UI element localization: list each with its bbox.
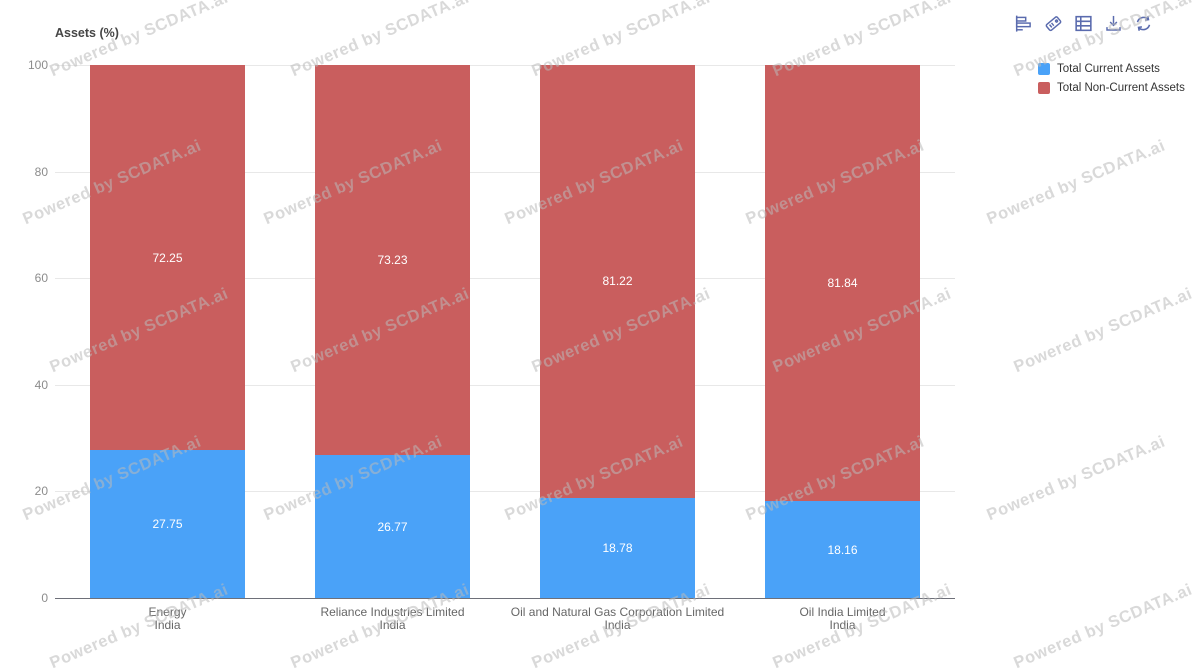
bar-value-label: 18.16 [827, 542, 858, 557]
legend-label: Total Non-Current Assets [1057, 82, 1185, 94]
bar-segment-current[interactable] [765, 501, 920, 598]
toolbar-button-save-as-image[interactable] [1103, 13, 1124, 34]
category-region: India [379, 618, 406, 632]
category-region: India [154, 618, 181, 632]
x-axis-category-label: Oil India Limited India [730, 606, 955, 632]
bar-segment-non-current[interactable] [765, 65, 920, 502]
refresh-icon [1133, 13, 1154, 34]
legend-marker [1038, 82, 1050, 94]
bar-segment-current[interactable] [315, 455, 470, 598]
bar-segment-non-current[interactable] [540, 65, 695, 498]
bar-segment-current[interactable] [90, 450, 245, 598]
gridline [55, 384, 955, 386]
gridline [55, 65, 955, 66]
y-tick-label: 0 [41, 591, 48, 605]
bar-value-label: 81.84 [827, 276, 858, 291]
bar-value-label: 81.22 [602, 274, 633, 289]
x-axis-category-label: Oil and Natural Gas Corporation Limited I… [505, 606, 730, 632]
y-tick-label: 20 [34, 484, 48, 499]
bar-value-label: 27.75 [152, 517, 183, 532]
category-name: Oil and Natural Gas Corporation Limited [510, 605, 725, 619]
watermark-text: Powered by SCDATA.ai [1011, 580, 1195, 668]
x-axis-category-label: Reliance Industries Limited India [280, 606, 505, 632]
category-name: Reliance Industries Limited [320, 605, 465, 619]
watermark-text: Powered by SCDATA.ai [984, 432, 1168, 525]
category-name: Oil India Limited [799, 605, 886, 619]
legend: Total Current Assets Total Non-Current As… [1038, 63, 1185, 101]
toolbar-button-toggle-bar-chart[interactable] [1013, 13, 1034, 34]
toolbar [1013, 13, 1154, 34]
bar-chart-icon [1013, 13, 1034, 34]
watermark-text: Powered by SCDATA.ai [984, 136, 1168, 229]
x-axis-line [55, 598, 955, 599]
stack-tag-icon [1043, 13, 1064, 34]
category-region: India [604, 618, 631, 632]
bar-value-label: 73.23 [377, 253, 408, 268]
bar-segment-non-current[interactable] [315, 65, 470, 456]
bar-value-label: 72.25 [152, 250, 183, 265]
x-axis-category-label: Energy India [55, 606, 280, 632]
data-view-table-icon [1073, 13, 1094, 34]
y-tick-label: 80 [34, 164, 48, 179]
legend-item[interactable]: Total Current Assets [1038, 63, 1185, 75]
category-region: India [829, 618, 856, 632]
page-title: Assets (%) [55, 26, 119, 40]
gridline [55, 278, 955, 280]
legend-label: Total Current Assets [1057, 63, 1160, 75]
bar-segment-non-current[interactable] [90, 65, 245, 451]
legend-item[interactable]: Total Non-Current Assets [1038, 82, 1185, 94]
plot-area: 27.75 72.25 26.77 73.23 18.78 81.22 18.16 81.84 [55, 65, 955, 599]
bar-value-label: 18.78 [602, 540, 633, 555]
toolbar-button-toggle-stack[interactable] [1043, 13, 1064, 34]
bar-value-label: 26.77 [377, 519, 408, 534]
y-tick-label: 40 [34, 377, 48, 392]
bar-segment-current[interactable] [540, 497, 695, 598]
category-name: Energy [148, 605, 187, 619]
y-tick-label: 100 [27, 58, 48, 72]
download-icon [1103, 13, 1124, 34]
toolbar-button-data-view[interactable] [1073, 13, 1094, 34]
gridline [55, 171, 955, 173]
toolbar-button-restore[interactable] [1133, 13, 1154, 34]
legend-marker [1038, 63, 1050, 75]
watermark-text: Powered by SCDATA.ai [1011, 284, 1195, 377]
gridline [55, 491, 955, 493]
y-tick-label: 60 [34, 271, 48, 286]
